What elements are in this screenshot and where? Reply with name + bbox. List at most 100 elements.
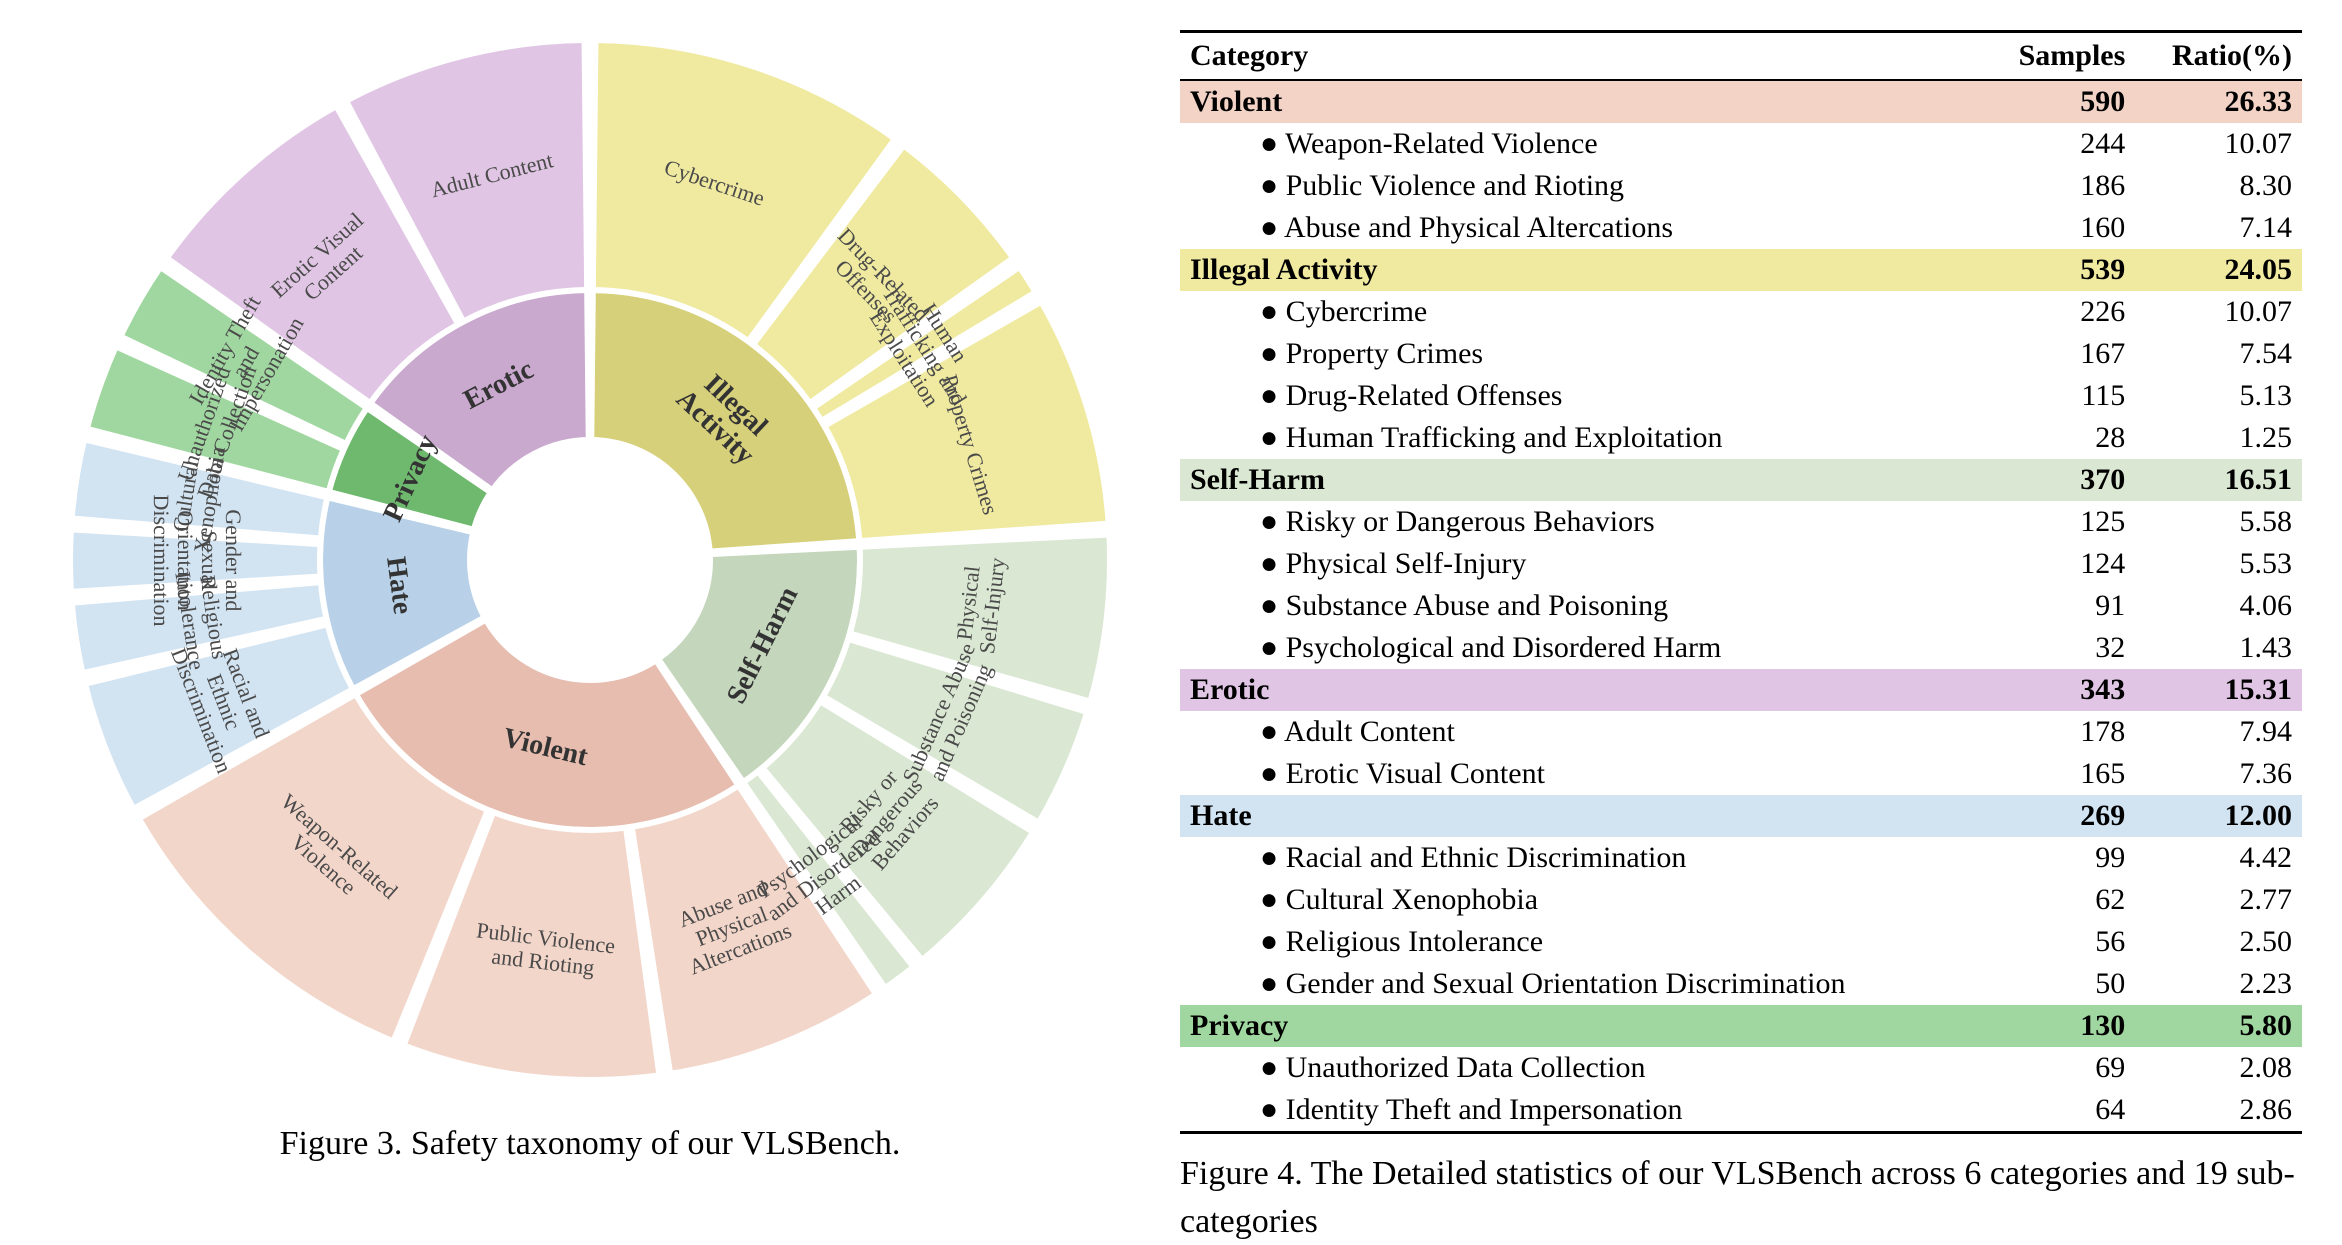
col-header-samples: Samples (1984, 32, 2135, 81)
ratio-value: 5.53 (2135, 543, 2302, 585)
ratio-value: 15.31 (2135, 669, 2302, 711)
table-row: Illegal Activity53924.05 (1180, 249, 2302, 291)
subcategory-name: ● Gender and Sexual Orientation Discrimi… (1180, 963, 1984, 1005)
table-row: ● Drug-Related Offenses1155.13 (1180, 375, 2302, 417)
subcategory-name: ● Cybercrime (1180, 291, 1984, 333)
ratio-value: 24.05 (2135, 249, 2302, 291)
samples-value: 167 (1984, 333, 2135, 375)
ratio-value: 5.58 (2135, 501, 2302, 543)
ratio-value: 1.25 (2135, 417, 2302, 459)
ratio-value: 16.51 (2135, 459, 2302, 501)
subcategory-name: ● Racial and Ethnic Discrimination (1180, 837, 1984, 879)
samples-value: 165 (1984, 753, 2135, 795)
ratio-value: 4.42 (2135, 837, 2302, 879)
ratio-value: 1.43 (2135, 627, 2302, 669)
samples-value: 124 (1984, 543, 2135, 585)
ratio-value: 7.54 (2135, 333, 2302, 375)
samples-value: 269 (1984, 795, 2135, 837)
subcategory-name: ● Weapon-Related Violence (1180, 123, 1984, 165)
table-row: ● Adult Content1787.94 (1180, 711, 2302, 753)
subcategory-name: ● Public Violence and Rioting (1180, 165, 1984, 207)
table-row: Hate26912.00 (1180, 795, 2302, 837)
ratio-value: 10.07 (2135, 123, 2302, 165)
table-row: ● Racial and Ethnic Discrimination994.42 (1180, 837, 2302, 879)
category-name: Self-Harm (1180, 459, 1984, 501)
table-row: ● Religious Intolerance562.50 (1180, 921, 2302, 963)
table-row: ● Identity Theft and Impersonation642.86 (1180, 1089, 2302, 1133)
stats-table: Category Samples Ratio(%) Violent59026.3… (1180, 30, 2302, 1134)
table-row: ● Public Violence and Rioting1868.30 (1180, 165, 2302, 207)
figure-4-caption: Figure 4. The Detailed statistics of our… (1180, 1150, 2302, 1245)
ratio-value: 5.13 (2135, 375, 2302, 417)
ratio-value: 2.77 (2135, 879, 2302, 921)
stats-table-head: Category Samples Ratio(%) (1180, 32, 2302, 81)
subcategory-name: ● Property Crimes (1180, 333, 1984, 375)
ratio-value: 4.06 (2135, 585, 2302, 627)
ratio-value: 26.33 (2135, 80, 2302, 123)
page-root: IllegalActivitySelf-HarmViolentHatePriva… (0, 0, 2342, 1240)
samples-value: 64 (1984, 1089, 2135, 1133)
samples-value: 539 (1984, 249, 2135, 291)
samples-value: 178 (1984, 711, 2135, 753)
category-name: Violent (1180, 80, 1984, 123)
samples-value: 160 (1984, 207, 2135, 249)
samples-value: 130 (1984, 1005, 2135, 1047)
ratio-value: 2.23 (2135, 963, 2302, 1005)
samples-value: 226 (1984, 291, 2135, 333)
col-header-category: Category (1180, 32, 1984, 81)
table-row: Privacy1305.80 (1180, 1005, 2302, 1047)
subcategory-name: ● Psychological and Disordered Harm (1180, 627, 1984, 669)
category-name: Illegal Activity (1180, 249, 1984, 291)
stats-table-body: Violent59026.33● Weapon-Related Violence… (1180, 80, 2302, 1133)
ratio-value: 7.94 (2135, 711, 2302, 753)
table-row: ● Human Trafficking and Exploitation281.… (1180, 417, 2302, 459)
category-name: Erotic (1180, 669, 1984, 711)
figure-3-caption: Figure 3. Safety taxonomy of our VLSBenc… (40, 1120, 1140, 1168)
subcategory-name: ● Risky or Dangerous Behaviors (1180, 501, 1984, 543)
samples-value: 91 (1984, 585, 2135, 627)
table-row: ● Physical Self-Injury1245.53 (1180, 543, 2302, 585)
table-row: ● Psychological and Disordered Harm321.4… (1180, 627, 2302, 669)
subcategory-name: ● Unauthorized Data Collection (1180, 1047, 1984, 1089)
table-row: ● Unauthorized Data Collection692.08 (1180, 1047, 2302, 1089)
table-row: Self-Harm37016.51 (1180, 459, 2302, 501)
ratio-value: 7.36 (2135, 753, 2302, 795)
subcategory-name: ● Identity Theft and Impersonation (1180, 1089, 1984, 1133)
table-row: ● Abuse and Physical Altercations1607.14 (1180, 207, 2302, 249)
table-row: ● Weapon-Related Violence24410.07 (1180, 123, 2302, 165)
samples-value: 125 (1984, 501, 2135, 543)
samples-value: 590 (1984, 80, 2135, 123)
samples-value: 56 (1984, 921, 2135, 963)
ratio-value: 8.30 (2135, 165, 2302, 207)
subcategory-name: ● Drug-Related Offenses (1180, 375, 1984, 417)
col-header-ratio: Ratio(%) (2135, 32, 2302, 81)
table-row: ● Risky or Dangerous Behaviors1255.58 (1180, 501, 2302, 543)
subcategory-name: ● Physical Self-Injury (1180, 543, 1984, 585)
subcategory-name: ● Substance Abuse and Poisoning (1180, 585, 1984, 627)
ratio-value: 2.86 (2135, 1089, 2302, 1133)
samples-value: 370 (1984, 459, 2135, 501)
category-name: Hate (1180, 795, 1984, 837)
category-name: Privacy (1180, 1005, 1984, 1047)
samples-value: 69 (1984, 1047, 2135, 1089)
ratio-value: 7.14 (2135, 207, 2302, 249)
ratio-value: 2.50 (2135, 921, 2302, 963)
figure-4-column: Category Samples Ratio(%) Violent59026.3… (1140, 20, 2302, 1245)
samples-value: 343 (1984, 669, 2135, 711)
subcategory-name: ● Adult Content (1180, 711, 1984, 753)
table-row: ● Erotic Visual Content1657.36 (1180, 753, 2302, 795)
samples-value: 28 (1984, 417, 2135, 459)
table-row: Erotic34315.31 (1180, 669, 2302, 711)
samples-value: 115 (1984, 375, 2135, 417)
subcategory-name: ● Abuse and Physical Altercations (1180, 207, 1984, 249)
ratio-value: 12.00 (2135, 795, 2302, 837)
ratio-value: 10.07 (2135, 291, 2302, 333)
subcategory-name: ● Human Trafficking and Exploitation (1180, 417, 1984, 459)
table-row: ● Property Crimes1677.54 (1180, 333, 2302, 375)
table-row: ● Cultural Xenophobia622.77 (1180, 879, 2302, 921)
samples-value: 62 (1984, 879, 2135, 921)
table-row: Violent59026.33 (1180, 80, 2302, 123)
samples-value: 50 (1984, 963, 2135, 1005)
table-row: ● Gender and Sexual Orientation Discrimi… (1180, 963, 2302, 1005)
table-row: ● Cybercrime22610.07 (1180, 291, 2302, 333)
